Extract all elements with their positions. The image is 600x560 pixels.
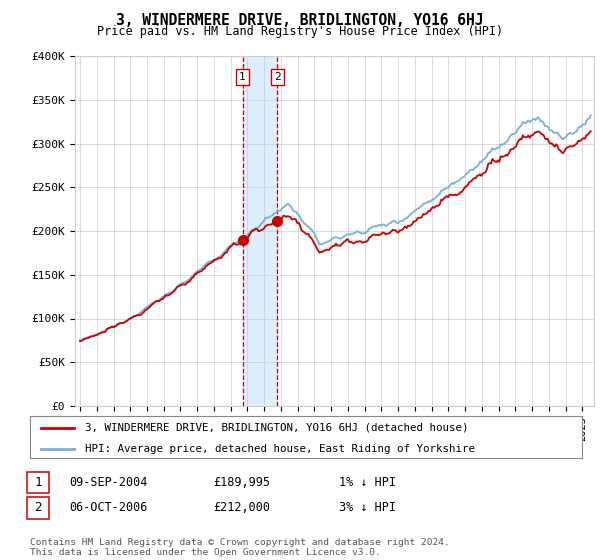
Text: 09-SEP-2004: 09-SEP-2004 (69, 476, 148, 489)
Text: £189,995: £189,995 (213, 476, 270, 489)
Text: 1% ↓ HPI: 1% ↓ HPI (339, 476, 396, 489)
Text: 3, WINDERMERE DRIVE, BRIDLINGTON, YO16 6HJ (detached house): 3, WINDERMERE DRIVE, BRIDLINGTON, YO16 6… (85, 423, 469, 433)
Text: 06-OCT-2006: 06-OCT-2006 (69, 501, 148, 515)
Text: HPI: Average price, detached house, East Riding of Yorkshire: HPI: Average price, detached house, East… (85, 444, 475, 454)
Text: 1: 1 (34, 476, 41, 489)
Text: Price paid vs. HM Land Registry's House Price Index (HPI): Price paid vs. HM Land Registry's House … (97, 25, 503, 38)
Text: 3% ↓ HPI: 3% ↓ HPI (339, 501, 396, 515)
Text: 1: 1 (239, 72, 246, 82)
Bar (242, 56, 277, 406)
Text: 2: 2 (34, 501, 41, 515)
Text: 3, WINDERMERE DRIVE, BRIDLINGTON, YO16 6HJ: 3, WINDERMERE DRIVE, BRIDLINGTON, YO16 6… (116, 13, 484, 29)
Text: £212,000: £212,000 (213, 501, 270, 515)
Text: 2: 2 (274, 72, 281, 82)
Text: Contains HM Land Registry data © Crown copyright and database right 2024.
This d: Contains HM Land Registry data © Crown c… (30, 538, 450, 557)
